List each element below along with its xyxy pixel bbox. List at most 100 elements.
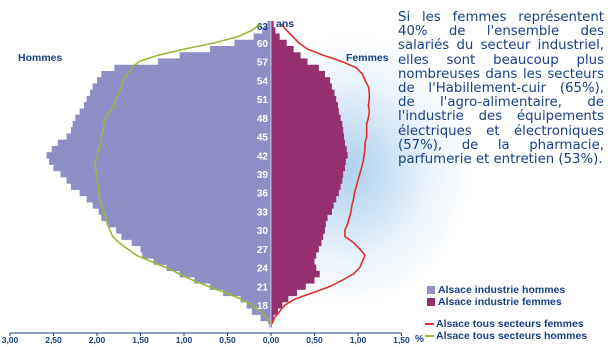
age-tick-27: 27 xyxy=(257,245,269,256)
men-bar-age-36 xyxy=(79,189,271,197)
age-tick-42: 42 xyxy=(257,151,269,162)
women-bar-age-55 xyxy=(271,70,325,78)
legend-label-men-line: Alsace tous secteurs hommes xyxy=(436,330,588,342)
women-bar-age-23 xyxy=(271,270,320,278)
age-unit-label: ans xyxy=(276,18,294,30)
age-tick-18: 18 xyxy=(257,301,269,312)
men-bar-age-60 xyxy=(234,39,271,47)
women-bar-age-34 xyxy=(271,202,334,209)
women-bar-age-31 xyxy=(271,220,326,228)
women-all-sectors-line xyxy=(271,23,371,325)
women-bar-age-54 xyxy=(271,77,331,84)
x-axis: 3,00 2,50 2,00 1,50 1,00 0,50 0,00 0,50 1,00 1,50 xyxy=(2,332,410,345)
women-bar-age-17 xyxy=(271,308,278,315)
men-bar-age-20 xyxy=(223,289,271,297)
age-tick-48: 48 xyxy=(257,114,269,125)
women-bar-age-45 xyxy=(271,133,345,140)
x-tick-label-4: 1,00 xyxy=(176,335,193,345)
men-bar-age-37 xyxy=(70,183,272,190)
men-bar-age-62 xyxy=(262,27,271,34)
legend-lines: Alsace tous secteurs femmes Alsace tous … xyxy=(425,318,587,342)
femmes-label: Femmes xyxy=(346,52,389,64)
women-bar-age-37 xyxy=(271,183,341,190)
men-bar-age-31 xyxy=(107,220,271,228)
men-bar-age-21 xyxy=(210,283,271,290)
men-bar-age-27 xyxy=(140,245,271,253)
legend-swatch-women xyxy=(427,298,435,306)
women-bar-age-42 xyxy=(271,152,348,159)
x-tick-label-3: 1,50 xyxy=(132,335,149,345)
women-bar-age-38 xyxy=(271,177,343,184)
men-bar-age-52 xyxy=(90,89,271,97)
men-bar-age-28 xyxy=(131,239,271,247)
age-tick-36: 36 xyxy=(257,189,269,200)
x-tick-label-7: 0,50 xyxy=(306,335,323,345)
women-bar-age-22 xyxy=(271,277,315,284)
age-tick-57: 57 xyxy=(257,58,269,69)
men-bar-age-22 xyxy=(194,277,271,284)
men-bar-age-59 xyxy=(210,45,271,53)
men-bar-age-38 xyxy=(66,177,271,184)
legend-line-women xyxy=(425,323,434,325)
men-bar-age-30 xyxy=(116,227,271,234)
women-bar-age-35 xyxy=(271,195,337,203)
men-bar-age-47 xyxy=(72,120,271,128)
women-bar-age-44 xyxy=(271,139,345,147)
women-bar-age-46 xyxy=(271,127,344,134)
men-bar-age-43 xyxy=(51,145,272,153)
age-tick-21: 21 xyxy=(257,282,269,293)
women-bar-age-57 xyxy=(271,58,308,66)
men-bar-age-61 xyxy=(253,33,271,41)
age-tick-33: 33 xyxy=(257,207,269,218)
women-bar-age-16 xyxy=(271,314,274,322)
legend-label-women-bars: Alsace industrie femmes xyxy=(438,296,562,308)
age-tick-24: 24 xyxy=(257,264,269,275)
age-axis: 15 18 21 24 27 30 33 36 39 42 45 48 51 54 57 60 63 xyxy=(257,21,272,331)
men-bar-age-49 xyxy=(79,108,271,115)
women-bar-age-61 xyxy=(271,33,280,41)
legend-item-women-line: Alsace tous secteurs femmes xyxy=(425,318,587,330)
women-bar-age-32 xyxy=(271,214,328,222)
men-bar-age-57 xyxy=(157,58,271,66)
men-bar-age-24 xyxy=(166,264,271,272)
age-tick-15: 15 xyxy=(257,320,269,331)
x-tick-label-2: 2,00 xyxy=(89,335,106,345)
women-bar-age-49 xyxy=(271,108,339,115)
legend-line-men xyxy=(425,335,434,337)
women-bar-age-48 xyxy=(271,114,341,122)
women-bar-age-63 xyxy=(271,21,274,28)
women-bar-age-27 xyxy=(271,245,319,253)
men-bar-age-33 xyxy=(98,208,272,215)
x-tick-label-1: 2,50 xyxy=(45,335,62,345)
men-bar-age-15 xyxy=(269,320,271,328)
age-tick-63: 63 xyxy=(257,22,269,33)
legend-bars: Alsace industrie hommes Alsace industrie… xyxy=(427,284,565,308)
men-bar-age-41 xyxy=(49,158,272,165)
x-tick-label-6: 0,00 xyxy=(263,335,280,345)
age-tick-60: 60 xyxy=(257,39,269,50)
age-tick-54: 54 xyxy=(257,76,269,87)
lines-group xyxy=(94,23,371,325)
women-bar-age-29 xyxy=(271,233,324,240)
age-tick-39: 39 xyxy=(257,170,269,181)
men-bar-age-32 xyxy=(101,214,271,222)
men-bar-age-39 xyxy=(60,170,272,178)
women-bar-age-20 xyxy=(271,289,298,297)
men-bar-age-25 xyxy=(153,258,271,265)
women-bar-age-15 xyxy=(271,320,272,328)
men-bar-age-58 xyxy=(179,52,271,59)
women-bar-age-50 xyxy=(271,102,338,109)
women-bar-age-41 xyxy=(271,158,346,165)
legend-label-men-bars: Alsace industrie hommes xyxy=(438,284,566,296)
men-bar-age-29 xyxy=(121,233,271,240)
men-bar-age-44 xyxy=(57,139,271,147)
men-bar-age-35 xyxy=(86,195,271,203)
women-bar-age-18 xyxy=(271,302,283,309)
men-bar-age-34 xyxy=(92,202,272,209)
age-tick-45: 45 xyxy=(257,133,269,144)
hommes-label: Hommes xyxy=(18,52,63,64)
age-tick-30: 30 xyxy=(257,226,269,237)
women-bar-age-52 xyxy=(271,89,335,97)
legend-item-women-bars: Alsace industrie femmes xyxy=(427,296,565,308)
men-bar-age-51 xyxy=(86,95,271,103)
